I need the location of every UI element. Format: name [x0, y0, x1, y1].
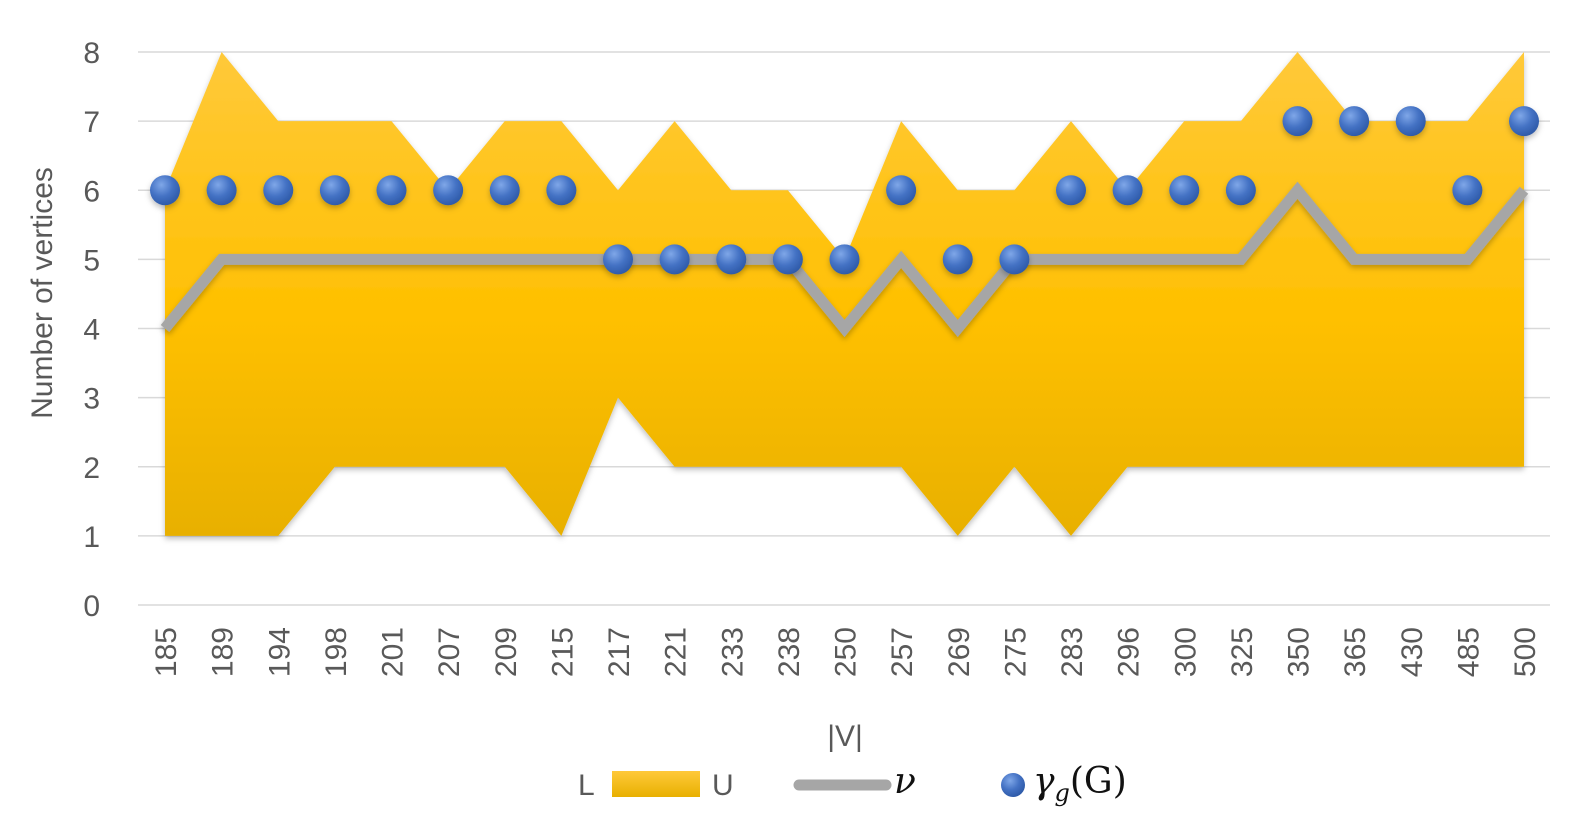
gamma-point-207	[433, 175, 464, 206]
x-tick-label-325: 325	[1226, 627, 1259, 677]
nu-series-line	[160, 181, 1529, 338]
x-tick-label-300: 300	[1169, 627, 1202, 677]
x-tick-label-207: 207	[433, 627, 466, 677]
gamma-point-221	[659, 244, 690, 275]
gamma-point-215	[546, 175, 577, 206]
x-axis-title: |V|	[827, 720, 863, 753]
x-tick-label-430: 430	[1396, 627, 1429, 677]
x-tick-label-217: 217	[603, 627, 636, 677]
y-tick-label: 1	[83, 521, 100, 554]
legend-gamma-swatch	[1001, 773, 1025, 797]
x-tick-label-238: 238	[773, 627, 806, 677]
gamma-point-217	[603, 244, 633, 275]
gamma-point-365	[1339, 106, 1370, 137]
x-tick-label-194: 194	[263, 627, 296, 677]
gamma-point-257	[886, 175, 917, 206]
x-tick-label-350: 350	[1283, 627, 1316, 677]
nu-line-layer	[160, 181, 1529, 338]
gamma-point-194	[263, 175, 294, 206]
y-tick-label: 5	[83, 244, 100, 277]
legend: L U ν γg(G)	[578, 761, 1127, 807]
y-tick-label: 8	[83, 37, 100, 70]
x-tick-label-209: 209	[490, 627, 523, 677]
gamma-points-layer	[150, 106, 1539, 275]
x-tick-label-189: 189	[207, 627, 240, 677]
gamma-point-500	[1509, 106, 1539, 137]
y-tick-label: 0	[83, 590, 100, 623]
legend-gamma-subscript: g	[1055, 779, 1070, 807]
range-band-layer	[165, 52, 1524, 536]
y-tick-label: 7	[83, 106, 100, 139]
gamma-point-238	[772, 244, 803, 275]
x-tick-label-365: 365	[1339, 627, 1372, 677]
gamma-point-300	[1169, 175, 1200, 206]
x-tick-label-283: 283	[1056, 627, 1089, 677]
legend-lower-label: L	[578, 769, 595, 802]
range-band-area	[165, 52, 1524, 536]
y-tick-label: 4	[83, 314, 100, 347]
gamma-point-296	[1112, 175, 1143, 206]
y-axis-title: Number of vertices	[26, 167, 59, 419]
y-tick-label: 6	[83, 175, 100, 208]
x-tick-label-500: 500	[1509, 627, 1542, 677]
gamma-point-185	[150, 175, 180, 206]
x-tick-label-250: 250	[830, 627, 863, 677]
y-tick-label: 2	[83, 452, 100, 485]
x-tick-label-201: 201	[377, 627, 410, 677]
x-tick-label-185: 185	[150, 627, 183, 677]
x-tick-label-198: 198	[320, 627, 353, 677]
x-tick-label-485: 485	[1452, 627, 1485, 677]
gamma-point-350	[1282, 106, 1313, 137]
y-tick-labels: 0 1 2 3 4 5 6 7 8	[83, 37, 100, 623]
legend-upper-label: U	[712, 769, 734, 802]
gamma-point-430	[1395, 106, 1426, 137]
x-tick-label-215: 215	[546, 627, 579, 677]
gamma-point-201	[376, 175, 407, 206]
x-tick-label-257: 257	[886, 627, 919, 677]
gamma-point-325	[1225, 175, 1256, 206]
gamma-point-269	[942, 244, 973, 275]
gamma-point-209	[489, 175, 520, 206]
x-tick-label-233: 233	[716, 627, 749, 677]
gamma-point-485	[1452, 175, 1483, 206]
legend-gamma-arg: (G)	[1070, 761, 1127, 802]
gamma-point-233	[716, 244, 747, 275]
x-tick-label-296: 296	[1113, 627, 1146, 677]
y-tick-label: 3	[83, 383, 100, 416]
gamma-point-250	[829, 244, 860, 275]
x-tick-label-221: 221	[660, 627, 693, 677]
gamma-point-275	[999, 244, 1030, 275]
legend-gamma-symbol: γ	[1033, 761, 1055, 802]
legend-nu-label: ν	[894, 761, 916, 802]
legend-gamma-label: γg(G)	[1033, 761, 1127, 807]
gamma-point-198	[319, 175, 350, 206]
legend-band-swatch	[612, 771, 700, 797]
x-tick-labels: 185 189 194 198 201 207 209 215 217 221 233 238 250 2…	[150, 627, 1542, 677]
gamma-point-189	[206, 175, 237, 206]
x-tick-label-275: 275	[999, 627, 1032, 677]
gamma-point-283	[1056, 175, 1086, 206]
x-tick-label-269: 269	[943, 627, 976, 677]
